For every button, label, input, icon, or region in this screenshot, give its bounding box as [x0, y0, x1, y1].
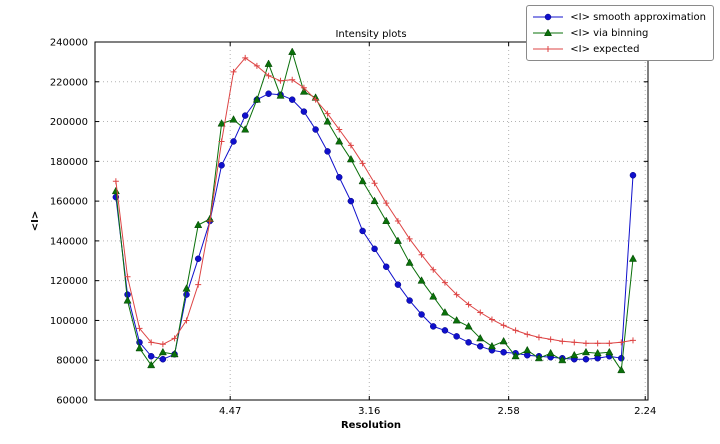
- x-tick-label: 4.47: [219, 406, 241, 417]
- legend-sample-expected: [533, 46, 564, 52]
- y-tick-label: 80000: [56, 356, 88, 367]
- y-tick-label: 220000: [50, 77, 88, 88]
- series-line: [115, 93, 634, 360]
- y-tick-label: 60000: [56, 396, 88, 407]
- y-tick-label: 100000: [50, 316, 88, 327]
- plot-area: 4.47 3.16 2.58 2.24 60000 80000 100000 120000 14…: [50, 38, 657, 418]
- grid-layer: [95, 41, 648, 401]
- x-tick-label: 2.24: [634, 406, 656, 417]
- axes-frame: [94, 41, 649, 401]
- chart-title: Intensity plots: [335, 29, 406, 40]
- series-line: [115, 50, 634, 372]
- y-tick-label: 140000: [50, 236, 88, 247]
- legend-label: <I> expected: [570, 43, 640, 55]
- legend-sample-smooth-approximation: [533, 13, 564, 21]
- tick-label-layer: 4.47 3.16 2.58 2.24 60000 80000 100000 120000 14…: [50, 38, 657, 418]
- legend-label: <I> via binning: [570, 27, 649, 39]
- legend-item: <I> smooth approximation: [531, 9, 706, 25]
- series-smooth-approximation: [112, 90, 637, 363]
- series-via-binning: [111, 47, 638, 374]
- series-markers: [112, 90, 637, 363]
- x-tick-label: 3.16: [358, 406, 380, 417]
- y-tick-label: 120000: [50, 276, 88, 287]
- y-tick-label: 160000: [50, 197, 88, 208]
- y-tick-label: 240000: [50, 38, 88, 49]
- legend-sample-via-binning: [533, 28, 564, 36]
- y-tick-label: 180000: [50, 157, 88, 168]
- series-expected: [112, 54, 636, 348]
- legend-label: <I> smooth approximation: [570, 11, 706, 23]
- legend-item: <I> via binning: [531, 25, 706, 41]
- x-axis-label: Resolution: [341, 420, 401, 431]
- legend: <I> smooth approximation <I> via binning <…: [526, 5, 714, 61]
- legend-item: <I> expected: [531, 41, 706, 57]
- x-tick-label: 2.58: [498, 406, 520, 417]
- y-axis-label: <I>: [30, 211, 41, 231]
- y-tick-label: 200000: [50, 117, 88, 128]
- tick-layer: [95, 41, 648, 401]
- series-markers: [112, 54, 636, 348]
- series-markers: [111, 47, 638, 374]
